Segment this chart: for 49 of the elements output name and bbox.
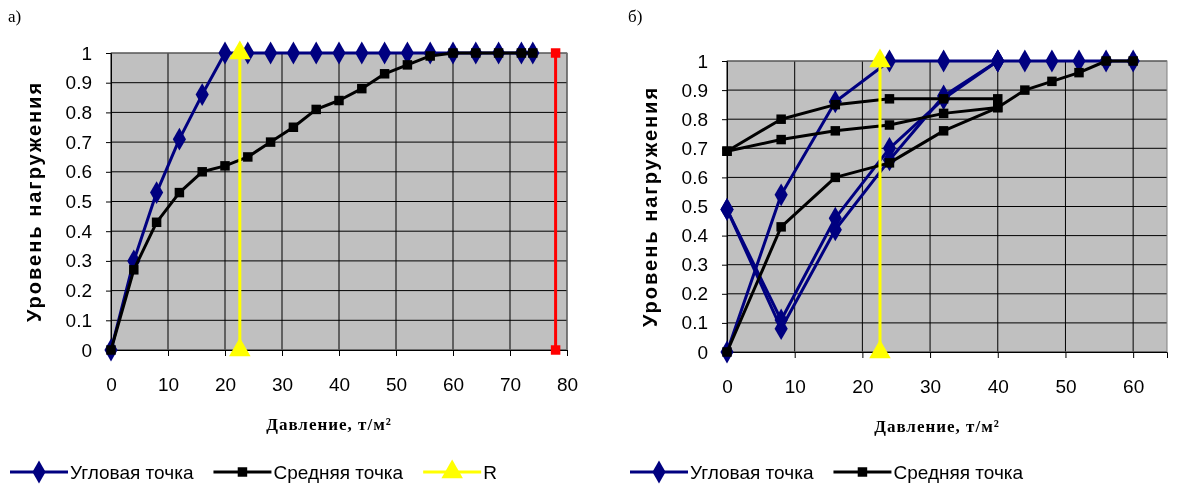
y-tick-label: 0.1	[681, 312, 708, 334]
y-tick-label: 0.8	[65, 101, 92, 123]
y-tick-label: 0.5	[681, 196, 708, 218]
x-axis-title: Давление, т/м²	[266, 415, 392, 434]
y-tick-label: 0.3	[681, 254, 708, 276]
x-tick-label: 10	[157, 374, 180, 396]
x-tick-label: 10	[784, 376, 806, 398]
x-tick-label: 40	[328, 374, 351, 396]
x-tick-label: 80	[556, 374, 579, 396]
y-tick-label: 0	[697, 341, 708, 363]
x-tick-label: 70	[499, 374, 522, 396]
x-tick-label: 30	[271, 374, 294, 396]
legend-label: Угловая точка	[70, 462, 194, 483]
chart-title: а)	[8, 7, 22, 26]
y-tick-label: 0.7	[65, 131, 92, 153]
y-tick-label: 0.4	[65, 220, 93, 242]
y-tick-label: 0.2	[65, 280, 92, 302]
x-tick-label: 0	[106, 374, 117, 396]
y-tick-label: 0.5	[65, 191, 92, 213]
y-tick-label: 0.9	[65, 72, 92, 94]
y-tick-label: 0.6	[681, 166, 708, 188]
x-axis-title: Давление, т/м²	[874, 417, 1000, 436]
y-tick-label: 1	[697, 50, 708, 72]
y-axis-title: Уровень нагружения	[639, 85, 661, 328]
y-tick-label: 0.7	[681, 137, 708, 159]
y-tick-label: 0.2	[681, 283, 708, 305]
legend-label: Средняя точка	[273, 462, 404, 483]
x-tick-label: 20	[852, 376, 874, 398]
x-tick-label: 50	[385, 374, 408, 396]
y-tick-label: 1	[81, 42, 92, 64]
chart-title: б)	[628, 7, 643, 26]
y-tick-label: 0.3	[65, 250, 92, 272]
x-tick-label: 0	[722, 376, 733, 398]
y-axis-title: Уровень нагружения	[23, 80, 45, 323]
x-tick-label: 50	[1055, 376, 1077, 398]
x-tick-label: 20	[214, 374, 237, 396]
x-tick-label: 40	[987, 376, 1009, 398]
x-tick-label: 60	[1123, 376, 1145, 398]
y-tick-label: 0.6	[65, 161, 92, 183]
legend-label: R	[483, 462, 497, 483]
legend-label: Средняя точка	[893, 462, 1024, 483]
y-tick-label: 0	[81, 339, 92, 361]
y-tick-label: 0.4	[681, 225, 709, 247]
legend-label: Угловая точка	[690, 462, 814, 483]
y-tick-label: 0.9	[681, 79, 708, 101]
y-tick-label: 0.1	[65, 309, 92, 331]
x-tick-label: 30	[920, 376, 942, 398]
y-tick-label: 0.8	[681, 108, 708, 130]
x-tick-label: 60	[442, 374, 465, 396]
